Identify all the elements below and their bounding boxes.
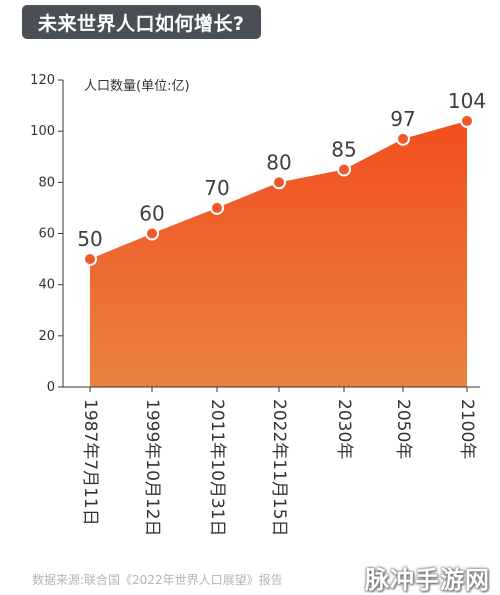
data-label: 50 xyxy=(77,227,102,251)
x-tick-label: 1987年7月11日 xyxy=(80,399,100,526)
y-tick-label: 120 xyxy=(30,73,55,88)
y-axis-label: 人口数量(单位:亿) xyxy=(84,79,190,94)
title-banner: 未来世界人口如何增长? xyxy=(22,5,261,39)
y-tick-label: 40 xyxy=(38,278,55,293)
watermark-logo: 脉冲手游网 xyxy=(365,566,490,594)
data-point xyxy=(337,162,351,177)
data-label: 85 xyxy=(331,138,356,162)
y-tick-label: 80 xyxy=(38,175,55,190)
x-tick-label: 2011年10月31日 xyxy=(207,399,227,537)
x-tick-label: 1999年10月12日 xyxy=(142,399,162,537)
x-tick-label: 2030年 xyxy=(334,399,354,459)
data-label: 70 xyxy=(204,176,229,200)
y-tick-label: 60 xyxy=(38,227,55,242)
data-point xyxy=(83,252,97,267)
x-tick-label: 2022年11月15日 xyxy=(269,399,289,537)
chart-title: 未来世界人口如何增长? xyxy=(38,12,245,35)
data-point xyxy=(210,200,224,215)
y-tick-label: 100 xyxy=(30,124,55,139)
y-tick-label: 0 xyxy=(47,380,55,395)
data-point xyxy=(145,226,159,241)
data-point xyxy=(460,113,474,128)
data-label: 60 xyxy=(139,202,164,226)
data-label: 80 xyxy=(266,150,291,174)
y-tick-label: 20 xyxy=(38,329,55,344)
data-point xyxy=(396,131,410,146)
area-fill xyxy=(90,120,467,387)
x-tick-label: 2100年 xyxy=(457,399,477,459)
source-note: 数据来源:联合国《2022年世界人口展望》报告 xyxy=(32,573,283,587)
data-label: 97 xyxy=(390,107,415,131)
data-label: 104 xyxy=(448,89,486,113)
data-point xyxy=(272,175,286,190)
x-tick-label: 2050年 xyxy=(393,399,413,459)
